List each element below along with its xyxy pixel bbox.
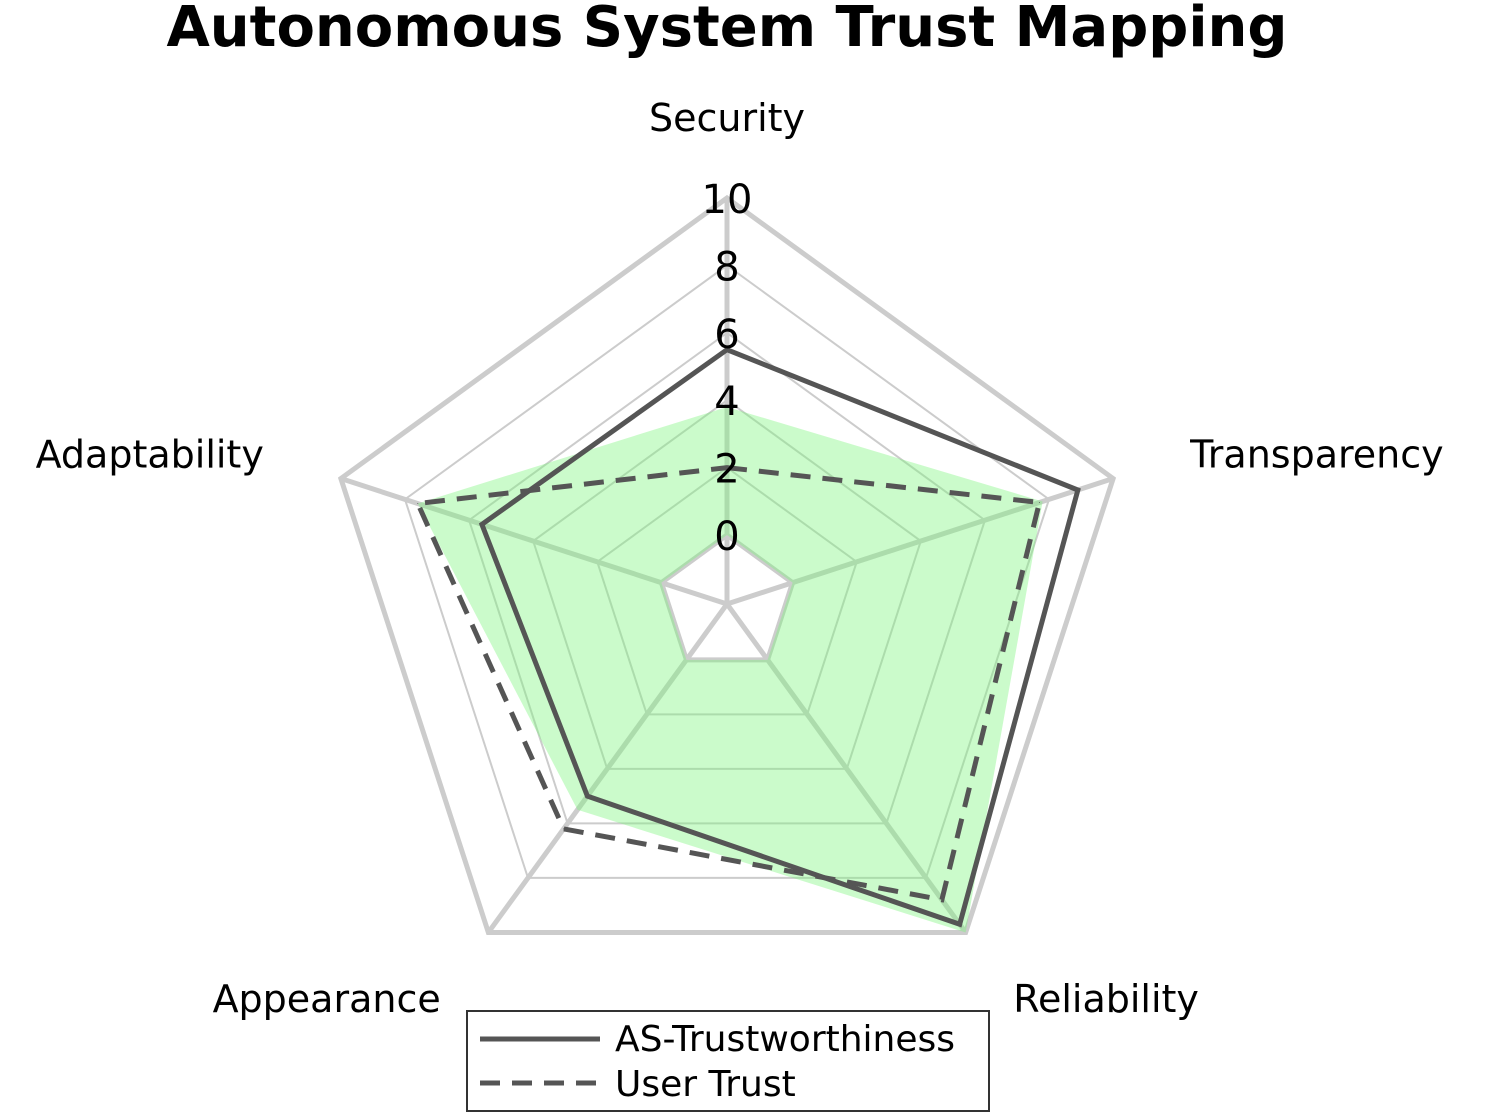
series-point-as-trustworthiness-adaptability <box>481 523 483 525</box>
r-tick-label-4: 4 <box>714 379 739 425</box>
series-point-user-trust-reliability <box>941 899 943 901</box>
r-tick-label-10: 10 <box>702 177 753 223</box>
spoke-appearance <box>486 602 730 934</box>
radar-grid <box>337 194 1117 935</box>
axis-label-transparency: Transparency <box>1189 433 1443 477</box>
series-point-as-trustworthiness-security <box>726 349 728 351</box>
legend-frame <box>466 1010 990 1112</box>
series-line-as-trustworthiness <box>478 346 1081 928</box>
legend-label-user-trust: User Trust <box>615 1064 796 1105</box>
radial-tick-labels: 0 2 4 6 8 10 <box>702 177 753 560</box>
r-tick-label-0: 0 <box>714 514 739 560</box>
series-point-user-trust-transparency <box>1038 501 1040 503</box>
series-point-user-trust-security <box>726 467 728 469</box>
grid-ring-8 <box>403 264 1051 879</box>
grid-ring-10 <box>337 194 1117 935</box>
spoke-reliability <box>724 602 968 934</box>
series-point-user-trust-adaptability <box>417 503 419 505</box>
grid-ring-6 <box>467 331 987 825</box>
series-point-user-trust-appearance <box>563 828 565 830</box>
r-tick-label-2: 2 <box>714 447 739 493</box>
grid-ring-2 <box>596 466 858 716</box>
series-line-user-trust <box>414 465 1043 903</box>
shaded-region-layer <box>417 406 1043 933</box>
legend: AS-Trustworthiness User Trust <box>466 1010 990 1112</box>
grid-ring-4 <box>531 398 923 770</box>
r-tick-label-8: 8 <box>714 244 739 290</box>
axis-label-appearance: Appearance <box>213 977 441 1021</box>
spoke-adaptability <box>340 476 728 607</box>
r-tick-label-6: 6 <box>714 312 739 358</box>
series-point-as-trustworthiness-reliability <box>959 923 961 925</box>
series-layer <box>414 346 1081 928</box>
chart-title: Autonomous System Trust Mapping <box>166 0 1287 60</box>
axis-label-reliability: Reliability <box>1013 977 1199 1021</box>
spoke-transparency <box>726 476 1114 607</box>
shaded-region <box>417 406 1043 933</box>
axis-label-security: Security <box>649 96 805 140</box>
axis-label-adaptability: Adaptability <box>36 433 264 477</box>
series-point-as-trustworthiness-appearance <box>586 795 588 797</box>
series-point-as-trustworthiness-transparency <box>1077 489 1079 491</box>
category-labels: Security Transparency Reliability Appearanc… <box>36 96 1444 1021</box>
legend-label-as-trustworthiness: AS-Trustworthiness <box>615 1019 955 1060</box>
grid-ring-0 <box>658 531 796 663</box>
